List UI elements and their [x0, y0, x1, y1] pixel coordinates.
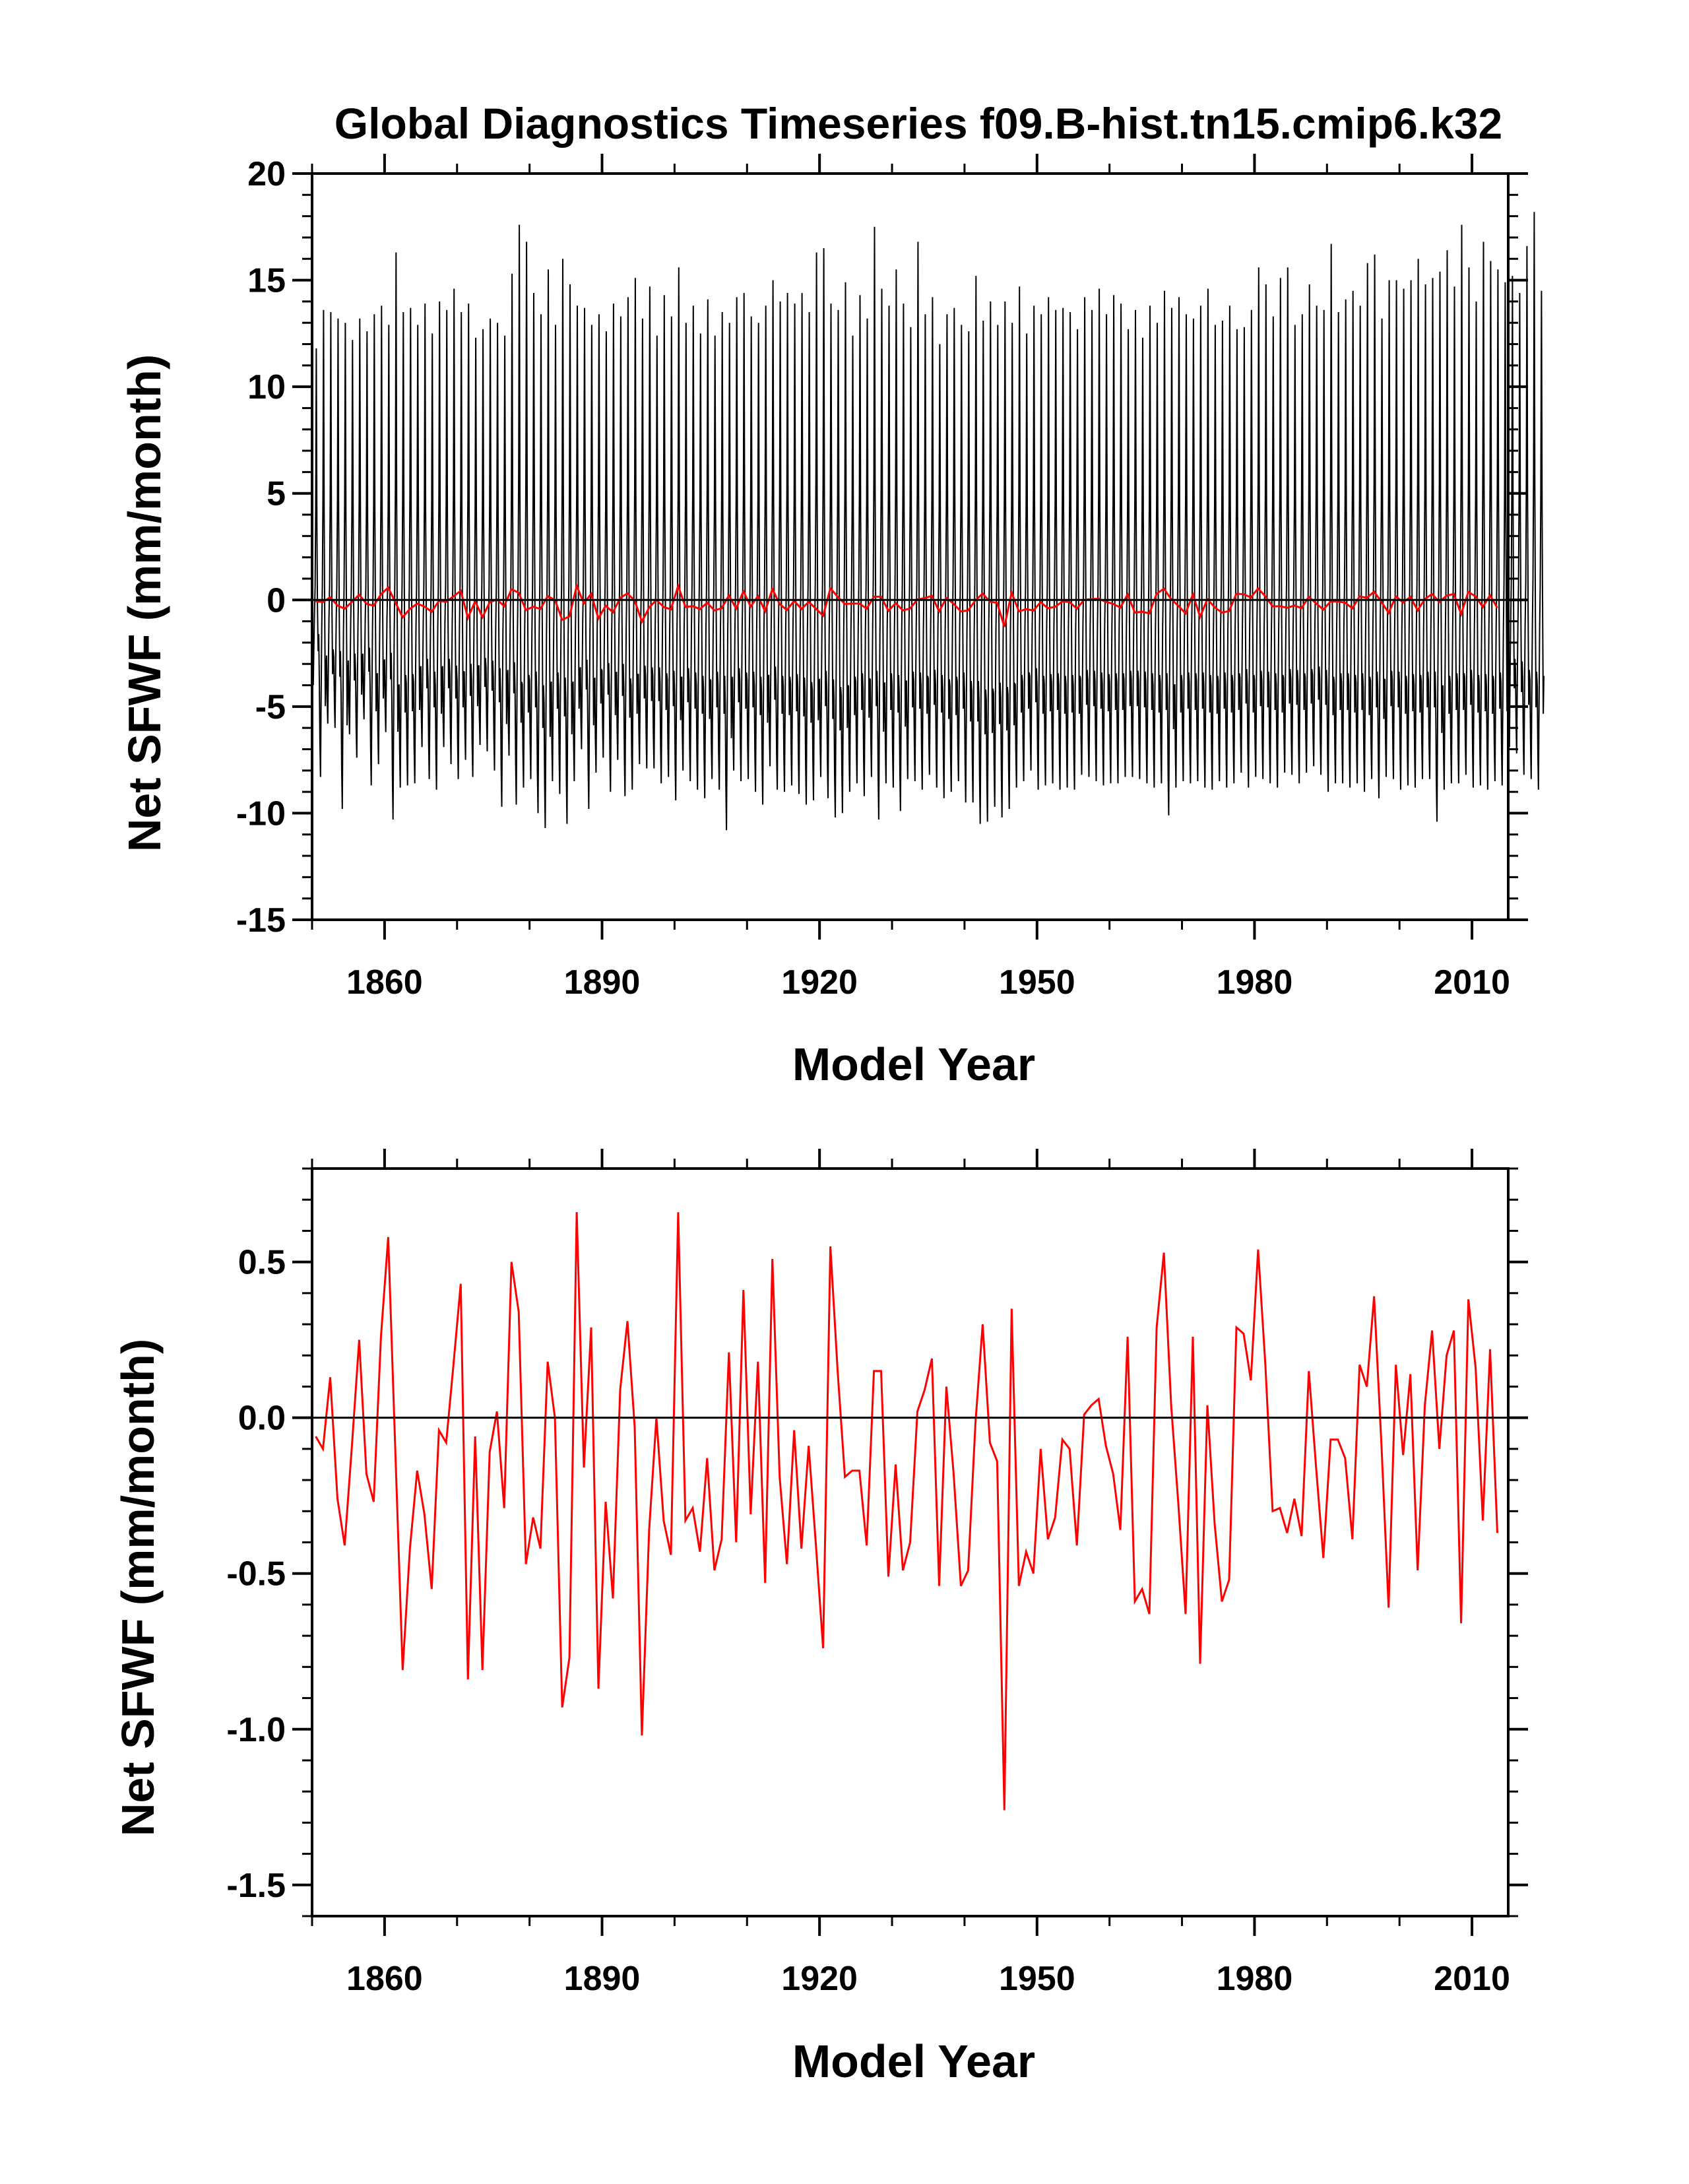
- chart-bottom-x-ticks: 1860 1890 1920 1950 1980 2010: [311, 1149, 1510, 1998]
- chart0-ytick-label: 10: [247, 368, 286, 406]
- chart0-xtick-label: 1920: [781, 963, 858, 1002]
- chart0-frame: [311, 172, 1510, 921]
- chart1-ytick-label: -0.5: [226, 1555, 286, 1593]
- chart1-xtick-label: 1860: [346, 1960, 423, 1998]
- chart1-ytick-label: 0.5: [238, 1244, 286, 1282]
- chart1-ytick-label: -1.0: [226, 1711, 286, 1749]
- chart0-ytick-label: -10: [236, 794, 286, 833]
- chart-bottom-y-axis-label: Net SFWF (mm/month): [112, 1339, 164, 1836]
- chart0-xtick-label: 1890: [564, 963, 641, 1002]
- chart-bottom-plot-area: [311, 1167, 1510, 1917]
- chart0-xtick-label: 1950: [999, 963, 1075, 1002]
- chart0-ytick-label: -15: [236, 901, 286, 940]
- chart1-xtick-label: 1950: [999, 1960, 1075, 1998]
- chart-bottom-y-ticks: -1.5 -1.0 -0.5 0.0 0.5: [226, 1167, 1528, 1917]
- chart0-series-annual-mean-line: [315, 583, 1498, 627]
- chart1-ytick-label: -1.5: [226, 1867, 286, 1905]
- chart1-series-annual-mean-line: [315, 1212, 1498, 1811]
- chart1-xtick-label: 1920: [781, 1960, 858, 1998]
- chart1-ytick-label: 0.0: [238, 1399, 286, 1438]
- chart-top: -15 -10 -5 0 5 10 15 20 1860 1890 1920 1950 1980 201…: [119, 154, 1545, 1090]
- chart0-ytick-label: 20: [247, 155, 286, 193]
- chart0-ytick-label: 15: [247, 262, 286, 300]
- figure-title: Global Diagnostics Timeseries f09.B-hist…: [335, 99, 1502, 148]
- chart-top-x-ticks: 1860 1890 1920 1950 1980 2010: [311, 154, 1510, 1002]
- chart0-xtick-label: 2010: [1434, 963, 1510, 1002]
- chart0-ytick-label: 0: [267, 581, 286, 620]
- chart-top-plot-area: [311, 172, 1545, 921]
- chart0-ytick-label: 5: [267, 475, 286, 513]
- chart-top-y-axis-label: Net SFWF (mm/month): [119, 354, 170, 852]
- chart0-xtick-label: 1980: [1217, 963, 1293, 1002]
- chart0-ytick-label: -5: [255, 688, 286, 726]
- chart0-xtick-label: 1860: [346, 963, 423, 1002]
- chart-bottom-x-axis-label: Model Year: [792, 2036, 1035, 2087]
- chart1-xtick-label: 1980: [1217, 1960, 1293, 1998]
- chart1-xtick-label: 1890: [564, 1960, 641, 1998]
- chart1-xtick-label: 2010: [1434, 1960, 1510, 1998]
- chart0-series-monthly-line: [311, 212, 1545, 831]
- chart-top-x-axis-label: Model Year: [792, 1039, 1035, 1090]
- chart-bottom: -1.5 -1.0 -0.5 0.0 0.5 1860 1890 1920 1950 1980 2…: [112, 1149, 1528, 2087]
- chart-top-y-ticks: -15 -10 -5 0 5 10 15 20: [236, 155, 1528, 940]
